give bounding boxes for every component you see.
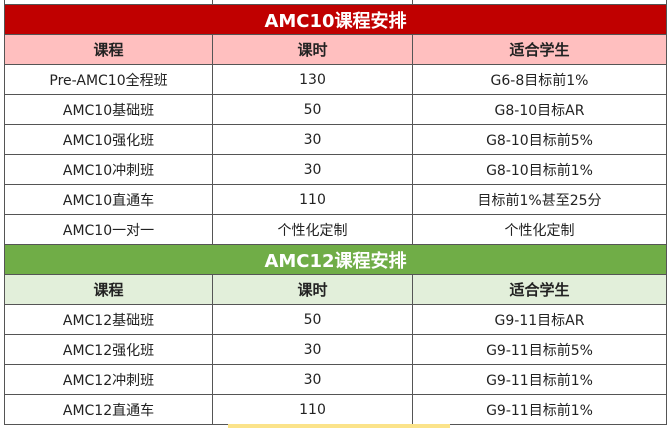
target-students: 个性化定制 <box>412 214 667 245</box>
course-schedule: AMC10课程安排 课程 课时 适合学生 Pre-AMC10全程班 130 G6-8… <box>4 0 667 425</box>
course-hours: 50 <box>212 304 413 335</box>
course-hours: 50 <box>212 94 413 125</box>
course-hours: 个性化定制 <box>212 214 413 245</box>
amc12-title: AMC12课程安排 <box>4 244 667 275</box>
target-students: 目标前1%甚至25分 <box>412 184 667 215</box>
header-course: 课程 <box>4 34 213 65</box>
table-row: AMC10冲刺班 30 G8-10目标前1% <box>4 154 667 185</box>
target-students: G9-11目标前1% <box>412 364 667 395</box>
course-name: AMC10基础班 <box>4 94 213 125</box>
amc10-title-row: AMC10课程安排 <box>4 4 667 35</box>
course-hours: 110 <box>212 184 413 215</box>
course-hours: 30 <box>212 154 413 185</box>
header-students: 适合学生 <box>412 34 667 65</box>
amc10-header-row: 课程 课时 适合学生 <box>4 34 667 65</box>
target-students: G8-10目标AR <box>412 94 667 125</box>
course-name: AMC10强化班 <box>4 124 213 155</box>
table-row: AMC10一对一 个性化定制 个性化定制 <box>4 214 667 245</box>
highlight-strip <box>228 424 450 428</box>
course-name: Pre-AMC10全程班 <box>4 64 213 95</box>
amc12-header-row: 课程 课时 适合学生 <box>4 274 667 305</box>
course-name: AMC12冲刺班 <box>4 364 213 395</box>
course-hours: 30 <box>212 364 413 395</box>
table-row: Pre-AMC10全程班 130 G6-8目标前1% <box>4 64 667 95</box>
table-row: AMC12冲刺班 30 G9-11目标前1% <box>4 364 667 395</box>
course-name: AMC10一对一 <box>4 214 213 245</box>
table-row: AMC12直通车 110 G9-11目标前1% <box>4 394 667 425</box>
course-name: AMC12强化班 <box>4 334 213 365</box>
table-row: AMC12强化班 30 G9-11目标前5% <box>4 334 667 365</box>
amc12-title-row: AMC12课程安排 <box>4 244 667 275</box>
course-table: AMC10课程安排 课程 课时 适合学生 Pre-AMC10全程班 130 G6-8… <box>4 0 667 425</box>
course-hours: 130 <box>212 64 413 95</box>
course-name: AMC10直通车 <box>4 184 213 215</box>
course-hours: 30 <box>212 124 413 155</box>
table-row: AMC10强化班 30 G8-10目标前5% <box>4 124 667 155</box>
table-row: AMC10直通车 110 目标前1%甚至25分 <box>4 184 667 215</box>
course-name: AMC12直通车 <box>4 394 213 425</box>
target-students: G9-11目标前5% <box>412 334 667 365</box>
target-students: G8-10目标前5% <box>412 124 667 155</box>
header-course: 课程 <box>4 274 213 305</box>
header-students: 适合学生 <box>412 274 667 305</box>
target-students: G6-8目标前1% <box>412 64 667 95</box>
header-hours: 课时 <box>212 34 413 65</box>
table-row: AMC10基础班 50 G8-10目标AR <box>4 94 667 125</box>
target-students: G9-11目标AR <box>412 304 667 335</box>
target-students: G8-10目标前1% <box>412 154 667 185</box>
course-name: AMC12基础班 <box>4 304 213 335</box>
amc10-title: AMC10课程安排 <box>4 4 667 35</box>
table-row: AMC12基础班 50 G9-11目标AR <box>4 304 667 335</box>
header-hours: 课时 <box>212 274 413 305</box>
course-hours: 110 <box>212 394 413 425</box>
target-students: G9-11目标前1% <box>412 394 667 425</box>
course-name: AMC10冲刺班 <box>4 154 213 185</box>
course-hours: 30 <box>212 334 413 365</box>
